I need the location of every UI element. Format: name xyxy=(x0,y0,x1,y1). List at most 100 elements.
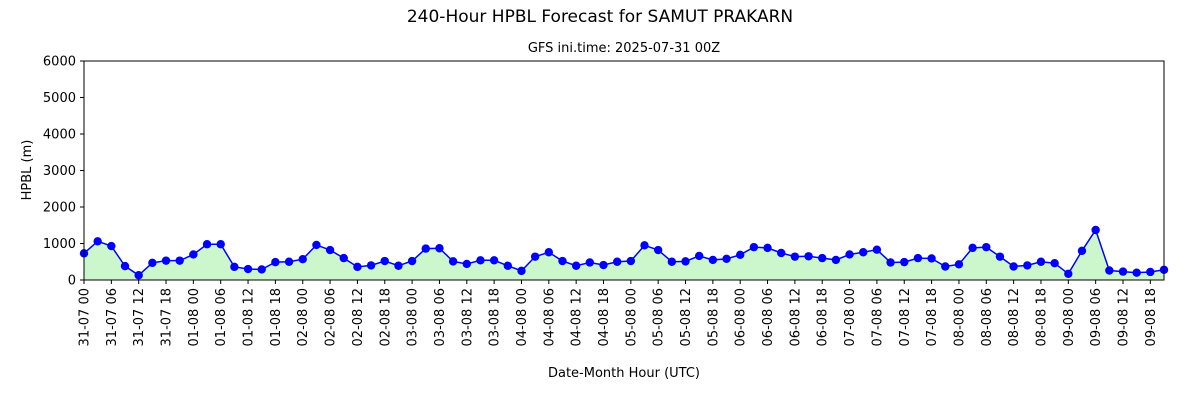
x-tick-label: 02-08 00 xyxy=(296,288,311,346)
hpbl-point xyxy=(859,248,868,257)
hpbl-point xyxy=(1105,266,1114,275)
hpbl-point xyxy=(612,257,622,266)
x-tick-label: 09-08 12 xyxy=(1116,288,1131,346)
chart-subtitle: GFS ini.time: 2025-07-31 00Z xyxy=(528,41,720,56)
x-tick-label: 02-08 06 xyxy=(324,288,339,346)
hpbl-point xyxy=(189,250,198,259)
hpbl-point xyxy=(202,240,212,249)
hpbl-point xyxy=(394,261,403,270)
hpbl-point xyxy=(489,256,499,265)
x-tick-label: 07-08 06 xyxy=(870,288,885,346)
hpbl-point xyxy=(530,252,540,261)
hpbl-point xyxy=(421,244,430,253)
hpbl-point xyxy=(175,256,184,265)
plot-area xyxy=(79,225,1169,280)
hpbl-point xyxy=(599,260,608,270)
x-tick-label: 04-08 18 xyxy=(597,288,612,346)
hpbl-point xyxy=(886,258,895,267)
x-tick-label: 01-08 06 xyxy=(214,288,229,346)
hpbl-point xyxy=(312,240,321,250)
hpbl-point xyxy=(243,264,253,274)
x-tick-label: 05-08 06 xyxy=(652,288,667,346)
y-tick-label: 2000 xyxy=(43,201,76,216)
y-tick-label: 6000 xyxy=(43,55,76,70)
x-tick-label: 01-08 12 xyxy=(242,288,257,346)
x-tick-label: 06-08 06 xyxy=(761,288,776,346)
hpbl-point xyxy=(872,245,882,254)
x-tick-label: 03-08 12 xyxy=(460,288,475,346)
hpbl-point xyxy=(1050,259,1059,268)
x-tick-label: 08-08 00 xyxy=(952,288,967,346)
y-axis-label: HPBL (m) xyxy=(20,140,35,201)
hpbl-point xyxy=(435,244,444,253)
x-tick-label: 04-08 06 xyxy=(542,288,557,346)
hpbl-point xyxy=(777,248,786,258)
hpbl-point xyxy=(134,271,143,280)
plot-frame xyxy=(83,60,1165,281)
hpbl-point xyxy=(230,262,239,272)
y-tick-label: 3000 xyxy=(43,164,76,179)
x-tick-label: 08-08 12 xyxy=(1007,288,1022,346)
hpbl-point xyxy=(681,257,690,266)
x-tick-label: 02-08 18 xyxy=(378,288,393,346)
hpbl-point xyxy=(1091,225,1100,235)
x-tick-label: 06-08 00 xyxy=(734,288,749,346)
hpbl-point xyxy=(640,241,649,250)
hpbl-point xyxy=(954,260,964,269)
hpbl-point xyxy=(722,254,731,264)
hpbl-point xyxy=(900,257,909,267)
y-tick-label: 1000 xyxy=(43,237,76,252)
x-tick-label: 31-07 06 xyxy=(105,288,120,346)
y-tick-label: 4000 xyxy=(43,128,76,143)
x-tick-label: 03-08 00 xyxy=(406,288,421,346)
x-tick-label: 02-08 12 xyxy=(351,288,366,346)
hpbl-point xyxy=(941,262,950,271)
hpbl-point xyxy=(749,242,759,252)
hpbl-point xyxy=(927,254,936,263)
hpbl-point xyxy=(667,257,677,266)
hpbl-point xyxy=(476,256,485,265)
x-tick-label: 01-08 00 xyxy=(187,288,202,346)
y-tick-label: 5000 xyxy=(43,91,76,106)
hpbl-point xyxy=(763,243,772,253)
x-tick-label: 09-08 06 xyxy=(1089,288,1104,346)
x-tick-label: 04-08 00 xyxy=(515,288,530,346)
hpbl-point xyxy=(1036,257,1046,266)
hpbl-point xyxy=(995,252,1005,261)
x-tick-label: 01-08 18 xyxy=(269,288,284,346)
hpbl-point xyxy=(380,256,389,266)
chart-title: 240-Hour HPBL Forecast for SAMUT PRAKARN xyxy=(407,7,793,27)
hpbl-point xyxy=(148,258,157,268)
hpbl-point xyxy=(517,266,526,276)
x-tick-label: 06-08 18 xyxy=(816,288,831,346)
hpbl-point xyxy=(1064,269,1073,278)
hpbl-point xyxy=(1009,262,1018,271)
x-tick-label: 08-08 18 xyxy=(1034,288,1049,346)
hpbl-point xyxy=(790,252,800,261)
hpbl-point xyxy=(831,255,841,265)
hpbl-point xyxy=(653,245,663,255)
x-tick-label: 05-08 00 xyxy=(624,288,639,346)
hpbl-point xyxy=(1118,267,1128,276)
hpbl-point xyxy=(708,255,718,265)
hpbl-point xyxy=(107,241,116,251)
hpbl-point xyxy=(968,243,977,253)
hpbl-point xyxy=(1146,267,1155,277)
hpbl-point xyxy=(161,256,171,265)
x-axis-label: Date-Month Hour (UTC) xyxy=(548,366,700,381)
hpbl-point xyxy=(339,253,348,263)
hpbl-point xyxy=(571,261,581,270)
hpbl-point xyxy=(407,256,417,266)
hpbl-point xyxy=(366,261,376,270)
hpbl-point xyxy=(818,253,827,263)
x-tick-label: 07-08 00 xyxy=(843,288,858,346)
x-tick-label: 05-08 18 xyxy=(706,288,721,346)
hpbl-point xyxy=(257,265,266,274)
x-tick-label: 03-08 18 xyxy=(488,288,503,346)
hpbl-point xyxy=(1023,261,1032,270)
hpbl-point xyxy=(462,259,471,269)
x-tick-label: 31-07 18 xyxy=(160,288,175,346)
hpbl-point xyxy=(694,251,704,261)
hpbl-point xyxy=(216,240,225,249)
